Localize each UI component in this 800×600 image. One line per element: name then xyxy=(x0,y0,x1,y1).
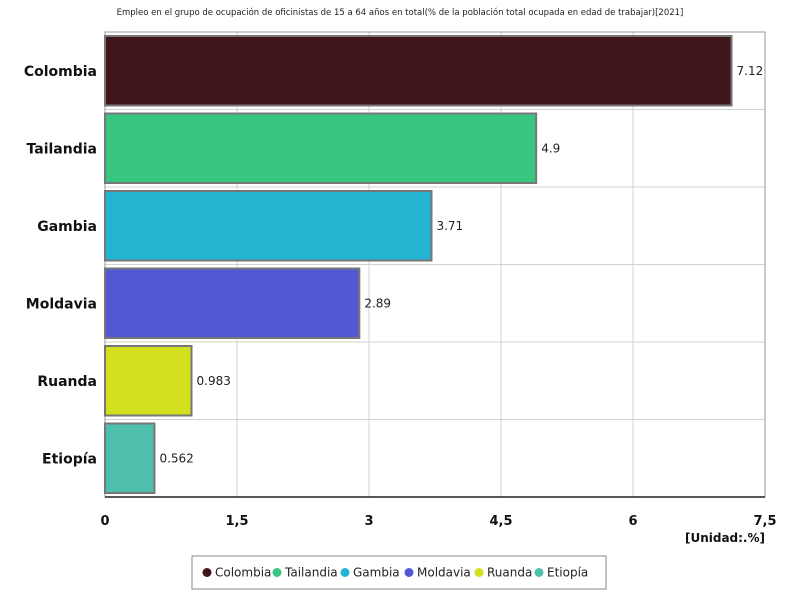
legend-marker-etiopía xyxy=(534,568,544,577)
x-tick-label: 3 xyxy=(364,514,373,529)
x-tick-label: 6 xyxy=(628,514,637,529)
x-tick-label: 0 xyxy=(100,514,109,529)
value-label-etiopía: 0.562 xyxy=(159,451,193,465)
legend-marker-tailandia xyxy=(272,568,282,577)
legend-marker-colombia xyxy=(202,568,212,577)
bar-colombia xyxy=(104,35,733,107)
labels: 7.12 Colombia 4.9 Tailandia 3.71 Gambia 2.89 Mo… xyxy=(24,64,777,529)
x-tick-label: 7,5 xyxy=(753,514,776,529)
category-label-tailandia: Tailandia xyxy=(27,141,97,157)
unit-label: [Unidad:.%] xyxy=(685,531,765,545)
category-label-gambia: Gambia xyxy=(37,219,97,235)
chart-title: Empleo en el grupo de ocupación de ofici… xyxy=(117,7,684,18)
legend-label-gambia: Gambia xyxy=(353,566,400,580)
x-tick-label: 4,5 xyxy=(489,514,512,529)
bars xyxy=(104,35,733,494)
legend-marker-gambia xyxy=(340,568,350,577)
category-label-ruanda: Ruanda xyxy=(37,374,97,390)
legend-marker-ruanda xyxy=(474,568,484,577)
bar-ruanda xyxy=(104,345,193,417)
value-label-moldavia: 2.89 xyxy=(364,296,391,310)
category-label-etiopía: Etiopía xyxy=(42,451,97,467)
category-label-colombia: Colombia xyxy=(24,64,97,80)
legend-label-colombia: Colombia xyxy=(215,566,271,580)
legend-label-tailandia: Tailandia xyxy=(284,566,338,580)
legend-label-moldavia: Moldavia xyxy=(417,566,471,580)
legend: Colombia Tailandia Gambia Moldavia Ruanda Eti… xyxy=(191,555,607,590)
category-label-moldavia: Moldavia xyxy=(26,296,97,312)
legend-label-etiopía: Etiopía xyxy=(547,566,588,580)
value-label-gambia: 3.71 xyxy=(436,219,463,233)
legend-label-ruanda: Ruanda xyxy=(487,566,532,580)
grid xyxy=(104,31,766,498)
x-tick-label: 1,5 xyxy=(225,514,248,529)
value-label-colombia: 7.12 xyxy=(737,64,764,78)
bar-moldavia xyxy=(104,267,361,339)
bar-gambia xyxy=(104,190,433,262)
value-label-ruanda: 0.983 xyxy=(197,374,231,388)
legend-marker-moldavia xyxy=(404,568,414,577)
value-label-tailandia: 4.9 xyxy=(541,141,560,155)
bar-etiopía xyxy=(104,422,156,494)
bar-tailandia xyxy=(104,112,538,184)
